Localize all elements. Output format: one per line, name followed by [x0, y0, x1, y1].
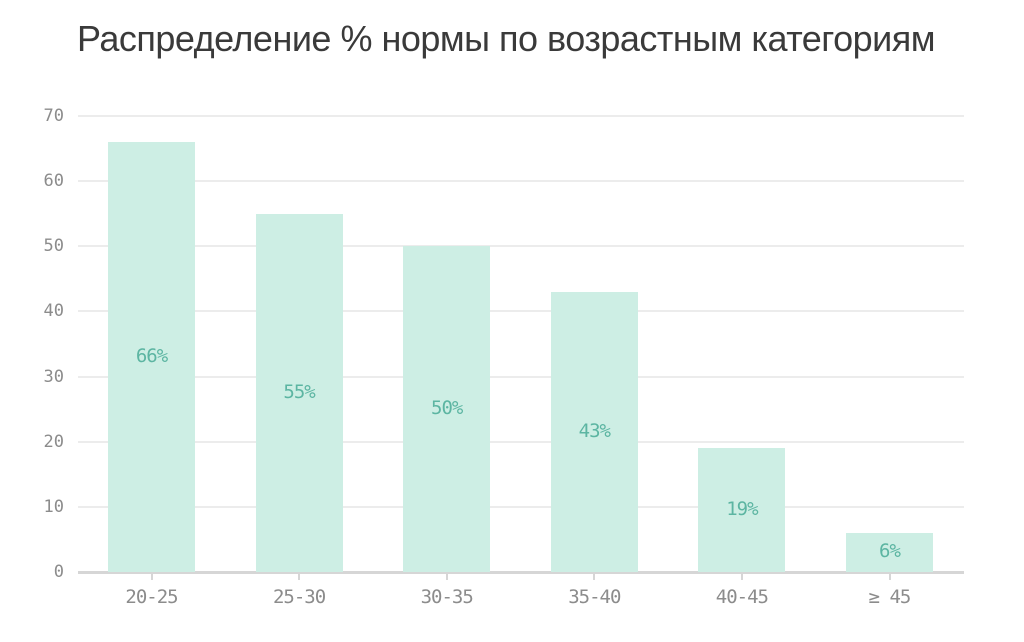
x-tick-label: 40-45 — [715, 586, 769, 608]
bar-value-label: 43% — [578, 419, 611, 442]
bar-value-label: 19% — [726, 498, 758, 521]
bar-value-label: 50% — [431, 397, 463, 420]
x-tick-mark — [888, 574, 891, 580]
y-tick-label: 10 — [43, 496, 64, 517]
bar-value-label: 55% — [283, 380, 315, 403]
bar-1[interactable]: 55% — [255, 213, 343, 572]
x-tick-mark — [740, 574, 743, 580]
x-tick-label: 30-35 — [420, 586, 474, 608]
gridline — [78, 505, 964, 508]
x-tick-label: 20-25 — [125, 586, 178, 608]
x-tick-mark — [298, 574, 301, 580]
x-tick-label: 25-30 — [272, 586, 326, 608]
x-tick-mark — [150, 574, 153, 580]
bar-5[interactable]: 6% — [846, 532, 933, 572]
bar-3[interactable]: 43% — [550, 291, 638, 572]
x-tick-mark — [445, 574, 448, 580]
y-tick-label: 50 — [43, 236, 64, 257]
bar-2[interactable]: 50% — [403, 246, 491, 572]
bar-value-label: 6% — [879, 540, 901, 563]
bar-value-label: 66% — [135, 345, 168, 368]
chart-title: Распределение % нормы по возрастным кате… — [77, 18, 936, 59]
gridline — [78, 310, 964, 313]
gridline — [78, 180, 964, 183]
y-tick-label: 70 — [43, 106, 64, 126]
y-tick-label: 30 — [43, 366, 64, 387]
gridline — [78, 115, 964, 117]
x-axis-line — [78, 571, 964, 574]
x-tick-mark — [593, 574, 596, 580]
y-tick-label: 40 — [43, 301, 64, 322]
x-tick-label: ≥ 45 — [868, 586, 912, 608]
gridline — [78, 245, 964, 248]
y-tick-label: 20 — [43, 431, 64, 452]
bar-4[interactable]: 19% — [698, 448, 786, 572]
gridline — [78, 440, 964, 443]
y-tick-label: 0 — [53, 562, 64, 582]
gridline — [78, 375, 964, 378]
y-tick-label: 60 — [43, 171, 64, 192]
x-tick-label: 35-40 — [568, 586, 621, 608]
bar-0[interactable]: 66% — [108, 142, 195, 572]
